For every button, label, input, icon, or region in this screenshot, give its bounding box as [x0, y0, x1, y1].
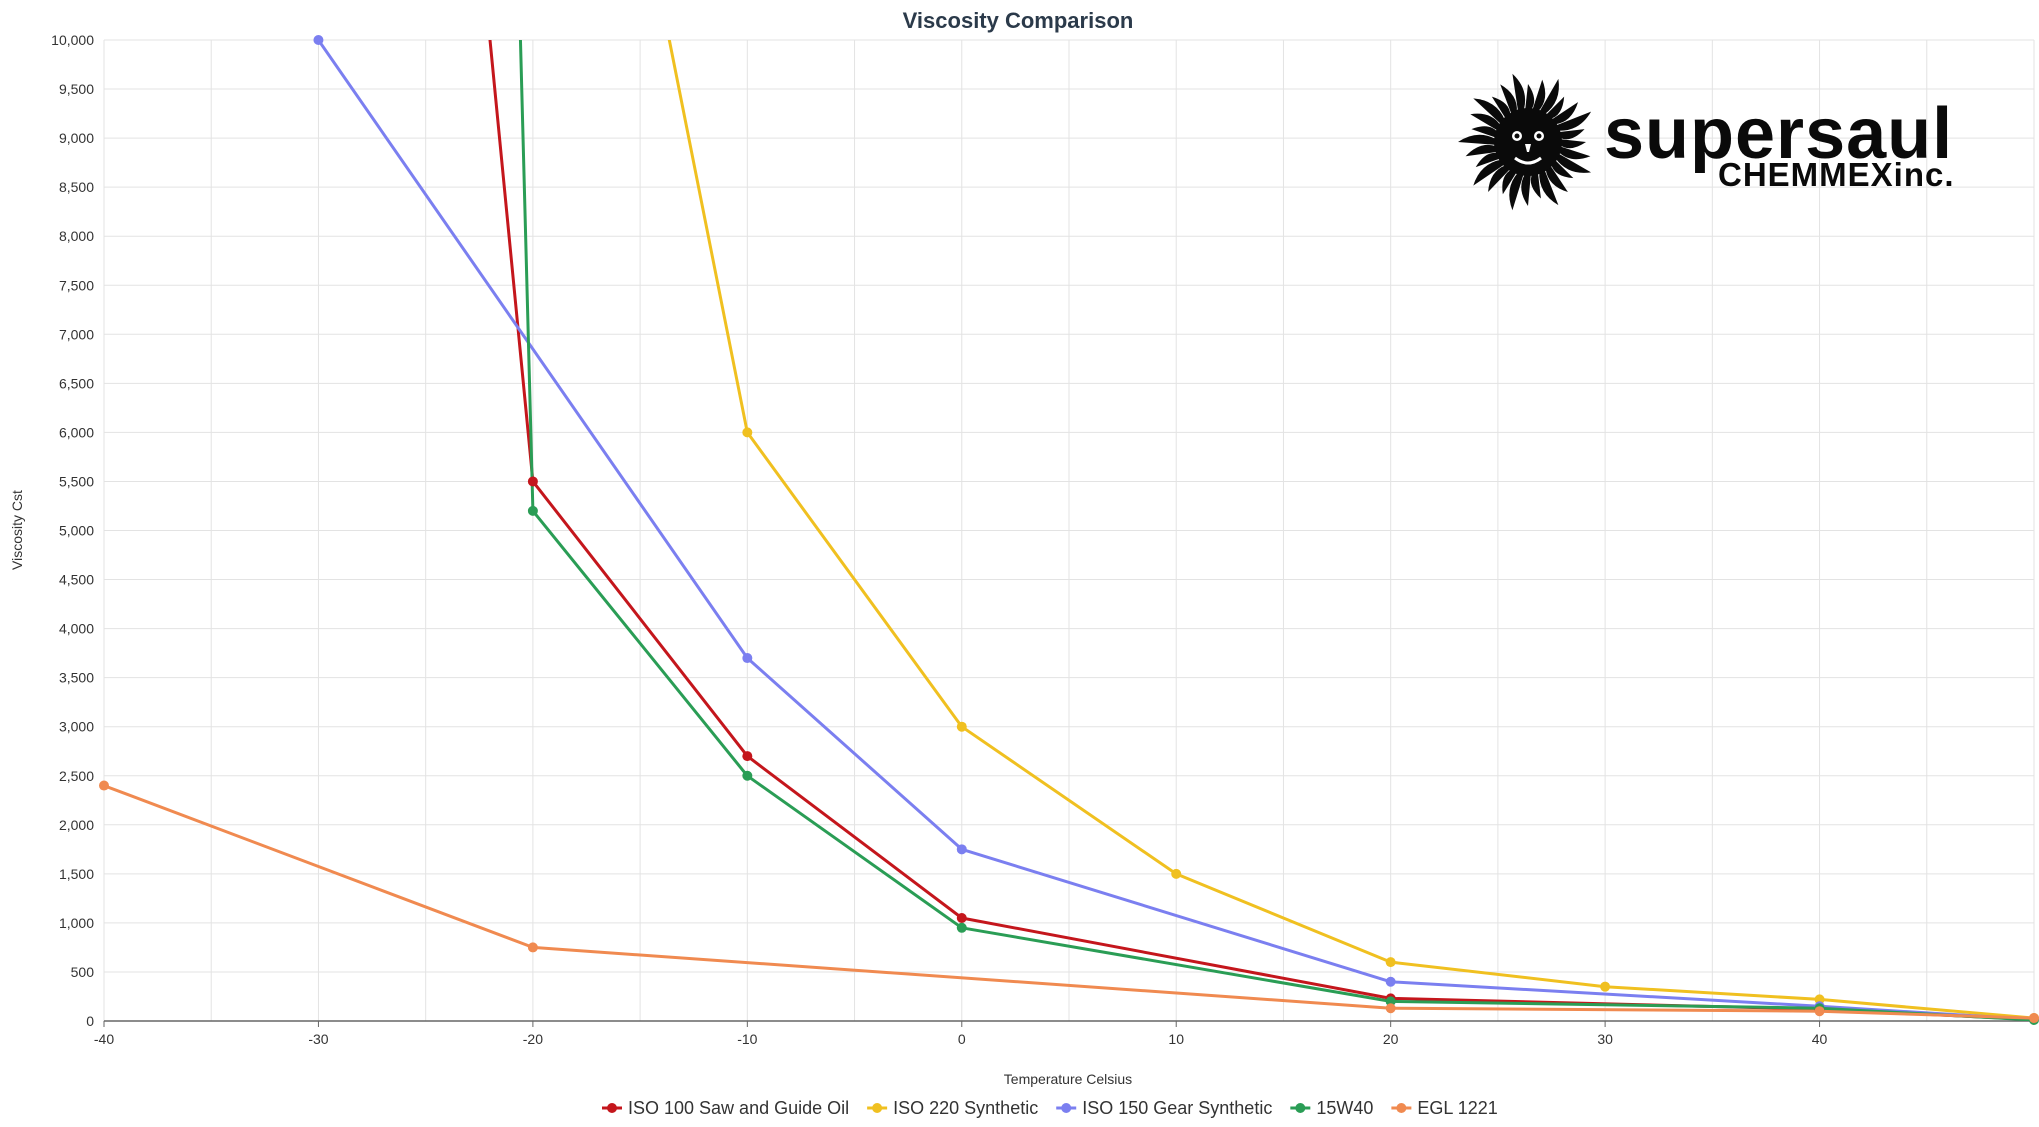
data-point — [1385, 957, 1396, 968]
data-point — [956, 912, 967, 923]
data-point — [313, 35, 324, 45]
brand-name: supersaul — [1604, 94, 1953, 174]
y-tick-label: 5,500 — [59, 473, 94, 489]
legend-label: ISO 150 Gear Synthetic — [1082, 1098, 1272, 1118]
data-point — [956, 721, 967, 732]
x-tick-label: 0 — [958, 1031, 966, 1047]
data-point — [1385, 976, 1396, 987]
grid — [103, 39, 2035, 1022]
x-tick-label: 40 — [1812, 1031, 1828, 1047]
data-point — [2029, 1013, 2039, 1024]
sun-face-icon — [1458, 73, 1592, 211]
y-axis-ticks: 0 500 1,000 1,500 2,000 2,500 3,000 3,500 4,000 4… — [51, 32, 94, 1029]
data-point — [1600, 981, 1611, 992]
legend-label: 15W40 — [1316, 1098, 1373, 1118]
y-tick-label: 3,000 — [59, 719, 94, 735]
data-point — [742, 653, 753, 664]
legend-marker — [607, 1103, 617, 1113]
brand-logo: supersaul CHEMMEXinc. — [1458, 73, 1955, 211]
data-point — [742, 751, 753, 762]
legend-item-0[interactable]: ISO 100 Saw and Guide Oil — [602, 1098, 849, 1118]
x-axis-ticks: -40 -30 -20 -10 0 10 20 30 40 — [94, 1021, 1828, 1047]
y-tick-label: 3,500 — [59, 670, 94, 686]
y-tick-label: 7,000 — [59, 326, 94, 342]
data-point — [1814, 994, 1825, 1005]
x-tick-label: 20 — [1383, 1031, 1399, 1047]
x-axis-label: Temperature Celsius — [1004, 1071, 1132, 1087]
y-tick-label: 4,000 — [59, 621, 94, 637]
series-line-1 — [667, 40, 2034, 1020]
y-tick-label: 6,500 — [59, 375, 94, 391]
x-tick-label: 30 — [1597, 1031, 1613, 1047]
legend-marker — [1396, 1103, 1407, 1113]
legend-item-2[interactable]: ISO 150 Gear Synthetic — [1056, 1098, 1272, 1118]
y-tick-label: 500 — [71, 964, 95, 980]
data-point — [956, 922, 967, 933]
y-tick-label: 9,500 — [59, 81, 94, 97]
data-point — [956, 844, 967, 855]
x-tick-label: -10 — [737, 1031, 757, 1047]
data-point — [527, 476, 538, 487]
series-line-2 — [317, 40, 2034, 1021]
data-point — [1385, 996, 1396, 1007]
y-tick-label: 1,000 — [59, 915, 94, 931]
data-point — [527, 505, 538, 516]
y-tick-label: 2,500 — [59, 768, 94, 784]
y-tick-label: 8,500 — [59, 179, 94, 195]
y-tick-label: 2,000 — [59, 817, 94, 833]
series-markers — [99, 35, 2039, 1026]
legend-label: EGL 1221 — [1417, 1098, 1497, 1118]
legend-item-1[interactable]: ISO 220 Synthetic — [867, 1098, 1038, 1118]
y-tick-label: 10,000 — [51, 32, 94, 48]
legend-marker — [1061, 1103, 1072, 1113]
brand-subtitle: CHEMMEXinc. — [1718, 156, 1955, 193]
data-point — [1385, 1003, 1396, 1014]
y-tick-label: 5,000 — [59, 523, 94, 539]
y-tick-label: 9,000 — [59, 130, 94, 146]
legend-item-4[interactable]: EGL 1221 — [1391, 1098, 1498, 1118]
data-point — [527, 942, 538, 953]
x-tick-label: 10 — [1168, 1031, 1184, 1047]
y-tick-label: 8,000 — [59, 228, 94, 244]
legend: ISO 100 Saw and Guide Oil ISO 220 Synthet… — [602, 1098, 1498, 1118]
y-tick-label: 6,000 — [59, 424, 94, 440]
legend-marker — [1295, 1103, 1306, 1113]
y-tick-label: 0 — [86, 1013, 94, 1029]
y-axis-label: Viscosity Cst — [9, 490, 25, 570]
chart-title: Viscosity Comparison — [903, 8, 1134, 33]
y-tick-label: 4,500 — [59, 572, 94, 588]
x-tick-label: -40 — [94, 1031, 114, 1047]
data-point — [1814, 1006, 1825, 1017]
legend-item-3[interactable]: 15W40 — [1290, 1098, 1373, 1118]
x-tick-label: -20 — [523, 1031, 543, 1047]
data-point — [742, 770, 753, 781]
y-tick-label: 7,500 — [59, 277, 94, 293]
legend-marker — [872, 1103, 883, 1113]
data-point — [99, 780, 109, 791]
data-point — [1171, 868, 1182, 879]
legend-label: ISO 220 Synthetic — [893, 1098, 1038, 1118]
x-tick-label: -30 — [308, 1031, 328, 1047]
y-tick-label: 1,500 — [59, 866, 94, 882]
data-point — [742, 427, 753, 438]
legend-label: ISO 100 Saw and Guide Oil — [628, 1098, 849, 1118]
